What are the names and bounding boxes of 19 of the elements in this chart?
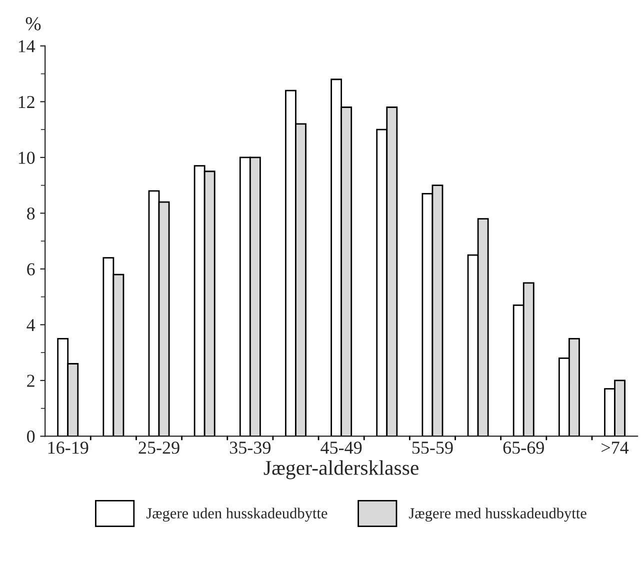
x-tick-label: 35-39 <box>230 442 270 454</box>
legend-label: Jægere med husskadeudbytte <box>409 508 586 522</box>
x-tick-label: 55-59 <box>412 442 453 454</box>
x-tick-label: >74 <box>602 442 629 454</box>
x-axis-title: Jæger-aldersklasse <box>264 460 418 480</box>
legend-label: Jægere uden husskadeudbytte <box>146 508 328 522</box>
y-tick-label: 0 <box>27 430 35 443</box>
x-tick-label: 16-19 <box>48 442 88 454</box>
y-tick-label: 8 <box>27 207 35 220</box>
y-tick-label: 6 <box>27 263 35 276</box>
y-tick-label: 2 <box>27 374 34 387</box>
y-axis-title: % <box>26 17 41 30</box>
x-tick-label: 25-29 <box>138 442 180 454</box>
x-tick-label: 45-49 <box>320 442 362 454</box>
y-tick-label: 10 <box>18 152 35 164</box>
x-tick-label: 65-69 <box>503 442 544 454</box>
y-tick-label: 12 <box>18 96 34 108</box>
y-tick-label: 4 <box>26 319 36 331</box>
y-tick-label: 14 <box>18 40 36 52</box>
